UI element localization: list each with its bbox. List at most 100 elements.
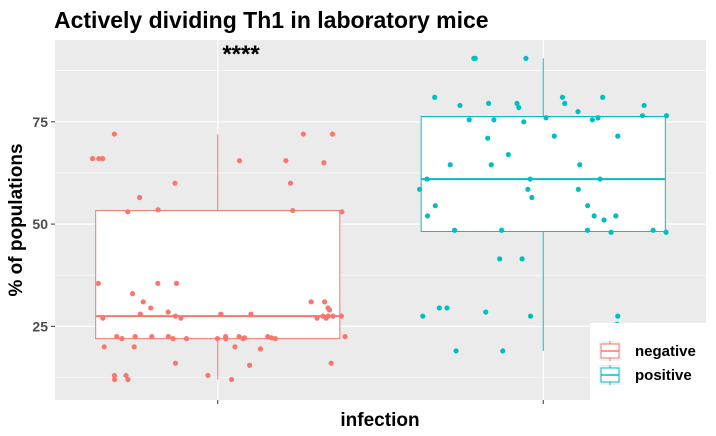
data-point xyxy=(125,376,131,383)
data-point xyxy=(149,333,155,340)
data-point xyxy=(257,346,264,352)
data-point xyxy=(525,186,531,192)
data-points xyxy=(89,55,670,383)
box-body xyxy=(95,210,341,340)
data-point xyxy=(491,117,497,123)
data-point xyxy=(543,115,549,121)
chart-title: Actively dividing Th1 in laboratory mice xyxy=(54,7,489,33)
data-point xyxy=(597,176,603,182)
data-point xyxy=(172,360,179,366)
data-point xyxy=(339,209,345,215)
boxes xyxy=(95,58,666,380)
data-point xyxy=(111,372,118,379)
data-point xyxy=(205,372,211,379)
data-point xyxy=(137,311,143,317)
data-point xyxy=(514,100,520,107)
data-point xyxy=(268,335,275,341)
data-point xyxy=(523,55,529,62)
y-axis-label: % of populations xyxy=(6,143,27,296)
data-point xyxy=(300,131,306,137)
data-point xyxy=(172,180,178,186)
data-point xyxy=(330,313,336,319)
data-point xyxy=(613,213,619,219)
data-point xyxy=(577,162,583,168)
data-point xyxy=(129,291,136,297)
data-point xyxy=(499,227,505,233)
data-point xyxy=(585,203,591,209)
legend-label-positive: positive xyxy=(635,367,692,384)
data-point xyxy=(663,113,670,119)
box-positive xyxy=(420,58,666,351)
data-point xyxy=(416,186,423,192)
data-point xyxy=(527,313,534,319)
data-point xyxy=(165,309,171,315)
y-axis: 25 50 75 xyxy=(32,114,55,334)
data-point xyxy=(155,207,161,213)
data-point xyxy=(170,336,176,342)
box-negative xyxy=(95,134,341,380)
data-point xyxy=(447,162,453,168)
data-point xyxy=(444,305,450,311)
data-point xyxy=(639,113,645,119)
data-point xyxy=(183,336,190,342)
data-point xyxy=(329,131,336,137)
data-point xyxy=(589,117,595,123)
data-point xyxy=(551,133,557,139)
data-point xyxy=(140,299,146,305)
data-point xyxy=(505,151,511,158)
data-point xyxy=(214,336,221,342)
data-point xyxy=(595,115,601,121)
data-point xyxy=(457,102,463,109)
data-point xyxy=(527,176,533,182)
data-point xyxy=(328,360,334,366)
data-point xyxy=(485,135,491,141)
data-point xyxy=(100,315,106,321)
data-point xyxy=(95,280,101,287)
data-point xyxy=(584,227,591,233)
data-point xyxy=(500,348,506,354)
data-point xyxy=(432,203,438,209)
data-point xyxy=(641,102,647,109)
data-point xyxy=(321,299,328,305)
data-point xyxy=(96,156,102,162)
data-point xyxy=(132,333,138,340)
data-point xyxy=(466,117,472,123)
data-point xyxy=(432,94,438,100)
data-point xyxy=(114,333,120,340)
data-point xyxy=(218,311,224,317)
data-point xyxy=(272,336,279,342)
legend-key-negative xyxy=(599,341,621,361)
data-point xyxy=(323,315,329,321)
x-axis-label: infection xyxy=(340,410,419,431)
data-point xyxy=(165,333,171,340)
data-point xyxy=(472,55,478,62)
data-point xyxy=(125,209,131,215)
data-point xyxy=(436,305,442,311)
data-point xyxy=(236,158,243,164)
y-tick-label: 50 xyxy=(32,216,48,232)
data-point xyxy=(178,315,184,321)
data-point xyxy=(559,94,566,100)
data-point xyxy=(608,229,614,235)
data-point xyxy=(575,108,581,115)
data-point xyxy=(283,158,289,164)
data-point xyxy=(519,256,525,262)
data-point xyxy=(287,180,294,186)
data-point xyxy=(326,307,333,313)
data-point xyxy=(228,376,235,383)
data-point xyxy=(236,333,242,340)
data-point xyxy=(488,162,494,168)
data-point xyxy=(424,176,430,182)
data-point xyxy=(485,100,492,107)
data-point xyxy=(615,133,621,139)
box-body xyxy=(420,116,666,232)
data-point xyxy=(308,299,314,305)
data-point xyxy=(452,227,458,233)
data-point xyxy=(136,194,143,201)
data-point xyxy=(101,344,107,350)
data-point xyxy=(338,313,344,319)
data-point xyxy=(148,305,154,311)
data-point xyxy=(119,336,125,342)
data-point xyxy=(240,336,246,342)
